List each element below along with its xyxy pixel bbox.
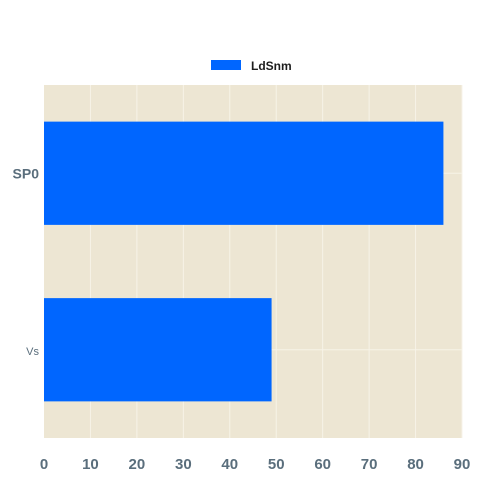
x-tick-label-60: 60 bbox=[314, 456, 331, 473]
y-tick-label-sp0: SP0 bbox=[13, 165, 40, 181]
x-tick-label-80: 80 bbox=[407, 456, 424, 473]
x-tick-label-0: 0 bbox=[40, 456, 48, 473]
legend-swatch bbox=[211, 60, 241, 70]
x-tick-label-50: 50 bbox=[268, 456, 285, 473]
y-axis-ticks: SP0 Vs bbox=[13, 165, 40, 358]
x-tick-label-10: 10 bbox=[82, 456, 99, 473]
bar-vs[interactable] bbox=[44, 298, 272, 402]
legend-label: LdSnm bbox=[251, 59, 292, 73]
bar-sp0[interactable] bbox=[44, 121, 444, 225]
x-axis-ticks: 0 10 20 30 40 50 60 70 80 90 bbox=[40, 456, 471, 473]
legend[interactable]: LdSnm bbox=[211, 59, 292, 73]
bars bbox=[44, 121, 444, 402]
x-tick-label-90: 90 bbox=[454, 456, 471, 473]
x-tick-label-20: 20 bbox=[129, 456, 146, 473]
x-tick-label-70: 70 bbox=[361, 456, 378, 473]
x-tick-label-30: 30 bbox=[175, 456, 192, 473]
y-tick-label-vs: Vs bbox=[26, 346, 39, 358]
x-tick-label-40: 40 bbox=[221, 456, 238, 473]
